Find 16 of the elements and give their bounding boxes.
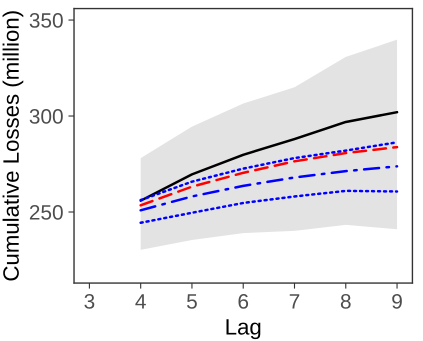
- y-tick-label: 300: [30, 109, 63, 124]
- line-series: [139, 165, 398, 212]
- y-tick-label: 350: [30, 13, 63, 28]
- line-series: [139, 146, 398, 207]
- line-series: [139, 190, 398, 224]
- x-tick-label: 7: [290, 294, 300, 309]
- x-tick-label: 8: [340, 294, 351, 309]
- y-tick-label: 250: [30, 205, 63, 220]
- x-tick-label: 3: [84, 294, 94, 309]
- x-axis-title: Lag: [226, 319, 260, 340]
- x-tick-label: 4: [135, 294, 146, 309]
- line-series: [139, 110, 398, 202]
- x-tick-label: 5: [186, 294, 197, 309]
- x-tick-label: 9: [392, 294, 402, 309]
- x-tick-label: 6: [238, 294, 248, 309]
- y-axis-title: Cumulative Losses (million): [2, 11, 24, 280]
